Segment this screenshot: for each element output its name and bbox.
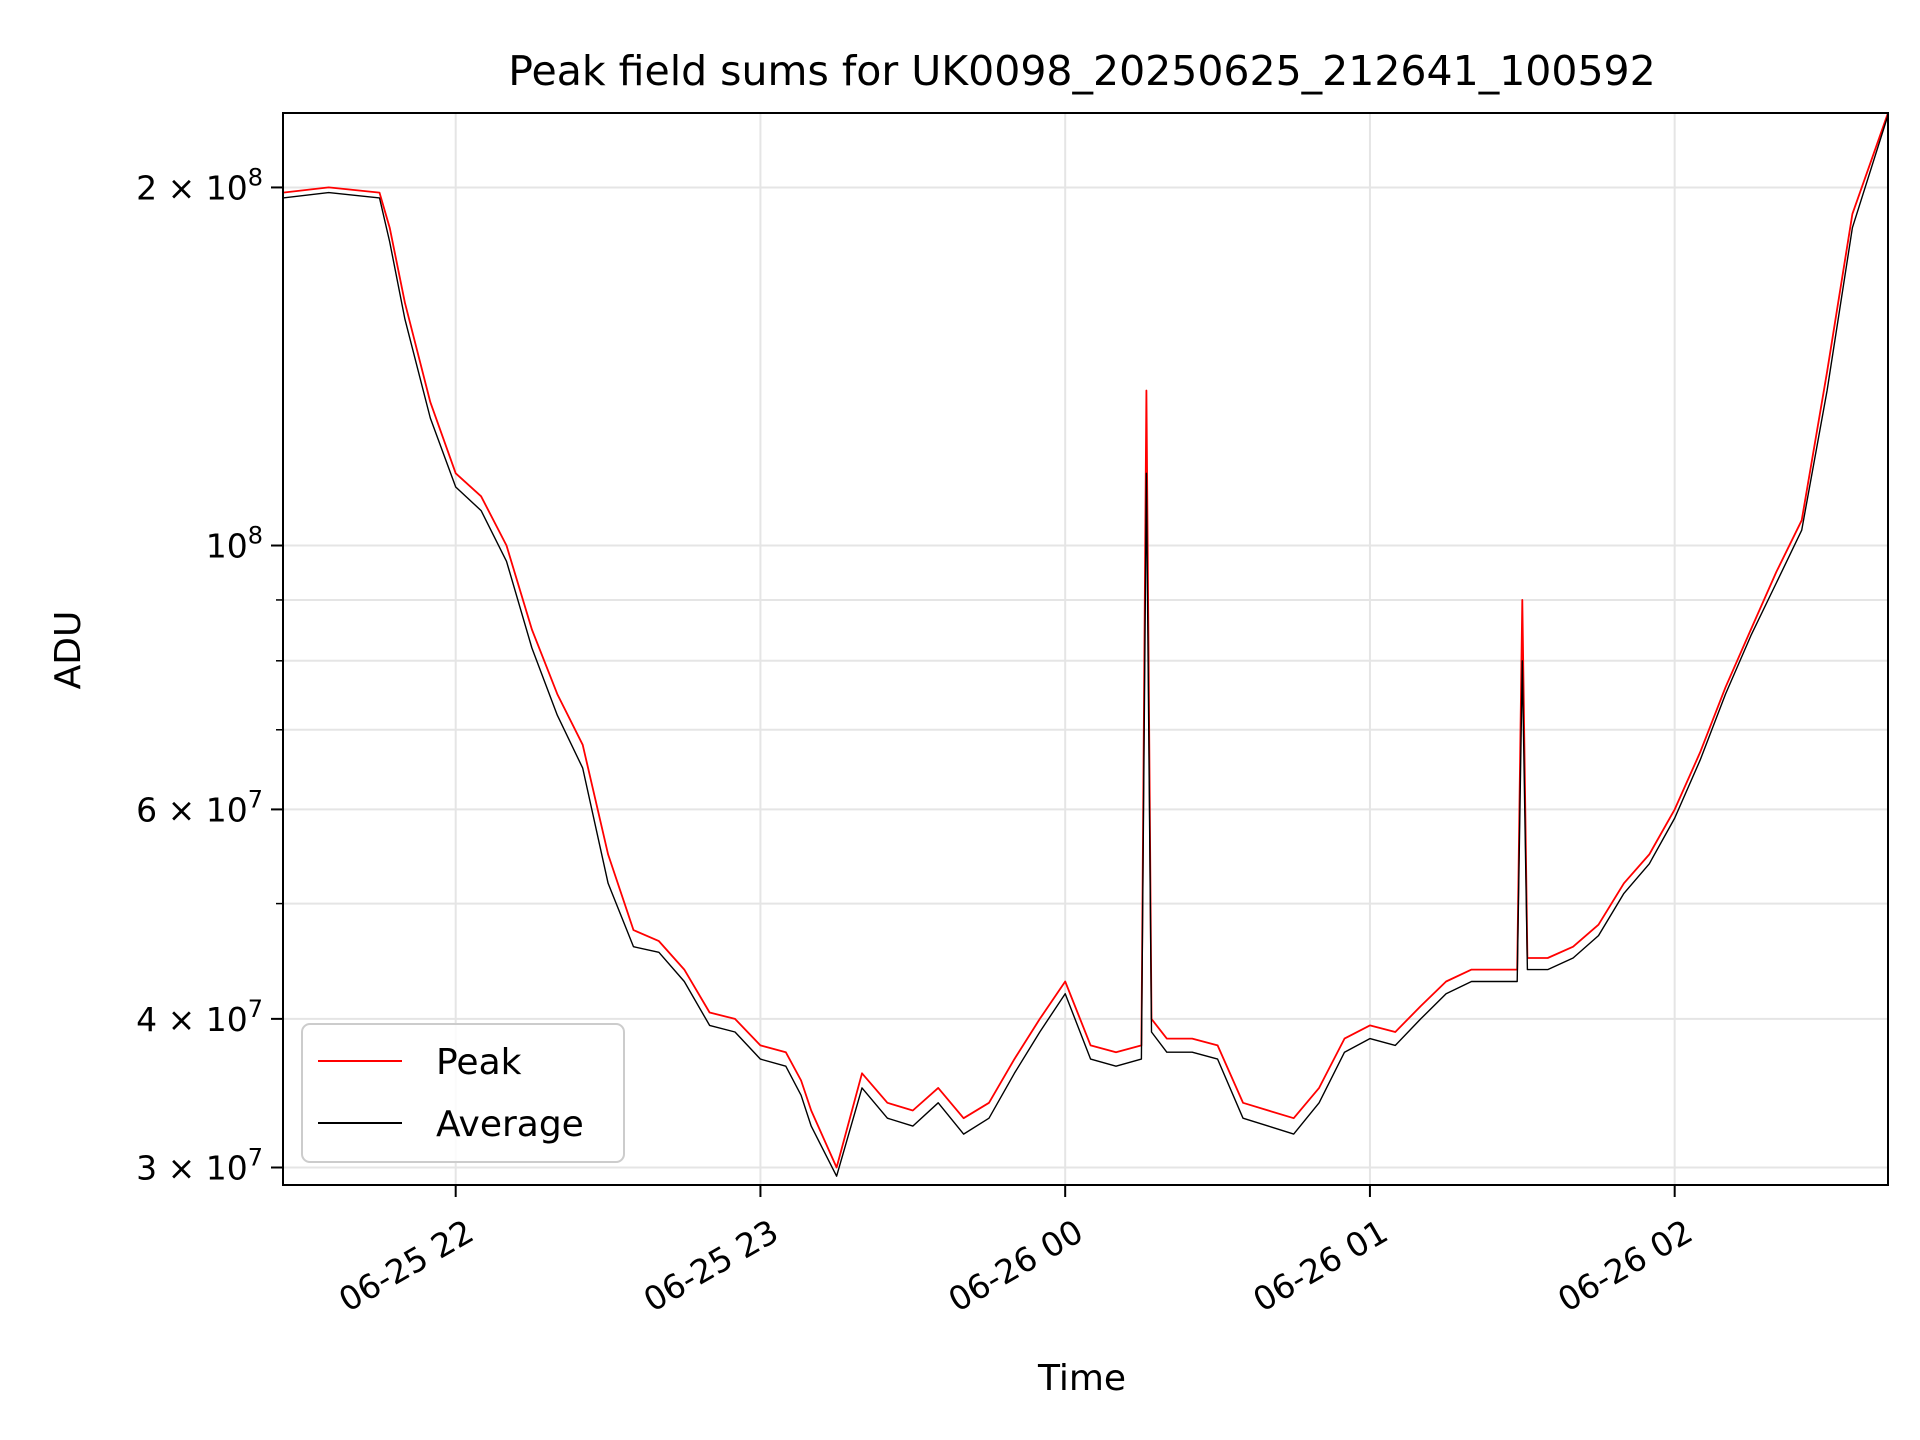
legend-box [301,1023,625,1163]
y-axis-label: ADU [48,611,89,690]
x-axis-label: Time [1037,1358,1126,1399]
series-line-peak [283,113,1888,1169]
y-tick-label: 108 [206,522,263,566]
y-tick-label: 4 × 107 [136,995,263,1039]
y-tick-label: 2 × 108 [136,163,263,207]
series-line-average [283,114,1888,1177]
chart-title: Peak field sums for UK0098_20250625_2126… [508,47,1655,95]
legend: Peak Average [301,1023,625,1163]
legend-label-peak: Peak [436,1042,522,1083]
plot-frame [282,112,1889,1186]
legend-label-average: Average [436,1104,584,1145]
plot-area [283,113,1888,1177]
grid [283,113,1888,1185]
y-tick-label: 6 × 107 [136,785,263,829]
y-tick-label: 3 × 107 [136,1143,263,1187]
